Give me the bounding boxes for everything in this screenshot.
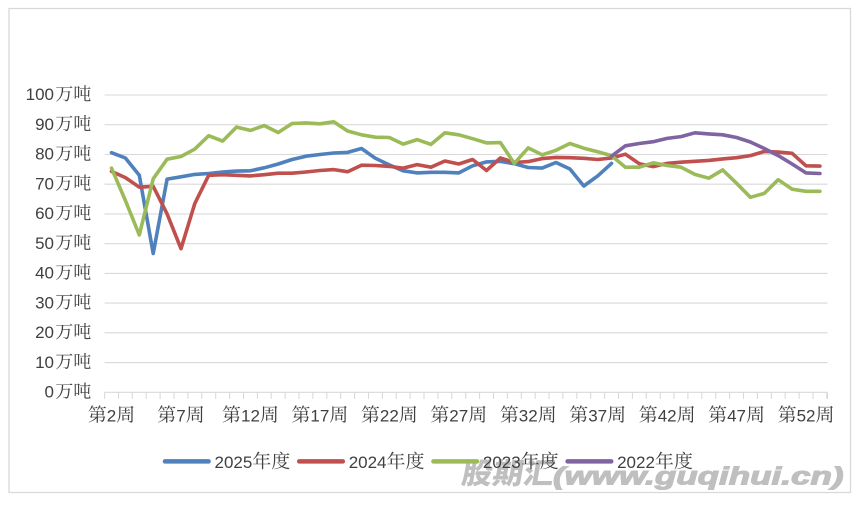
svg-text:50: 50: [35, 234, 54, 253]
svg-text:0: 0: [45, 383, 54, 402]
svg-text:2: 2: [107, 406, 116, 425]
svg-text:2023: 2023: [483, 453, 521, 472]
svg-text:2024: 2024: [349, 453, 387, 472]
svg-text:7: 7: [176, 406, 185, 425]
svg-text:17: 17: [310, 406, 329, 425]
svg-text:10: 10: [35, 353, 54, 372]
svg-text:80: 80: [35, 145, 54, 164]
svg-text:32: 32: [519, 406, 538, 425]
svg-text:22: 22: [380, 406, 399, 425]
svg-text:42: 42: [658, 406, 677, 425]
svg-text:60: 60: [35, 204, 54, 223]
svg-text:27: 27: [449, 406, 468, 425]
svg-text:30: 30: [35, 293, 54, 312]
svg-text:90: 90: [35, 115, 54, 134]
svg-text:2022: 2022: [617, 453, 655, 472]
svg-text:12: 12: [241, 406, 260, 425]
svg-text:37: 37: [588, 406, 607, 425]
svg-text:100: 100: [26, 85, 54, 104]
svg-text:70: 70: [35, 174, 54, 193]
svg-text:(www.guqihui.cn): (www.guqihui.cn): [553, 462, 844, 490]
svg-text:20: 20: [35, 323, 54, 342]
svg-text:40: 40: [35, 264, 54, 283]
svg-text:2025: 2025: [215, 453, 253, 472]
svg-text:47: 47: [727, 406, 746, 425]
svg-text:52: 52: [797, 406, 816, 425]
